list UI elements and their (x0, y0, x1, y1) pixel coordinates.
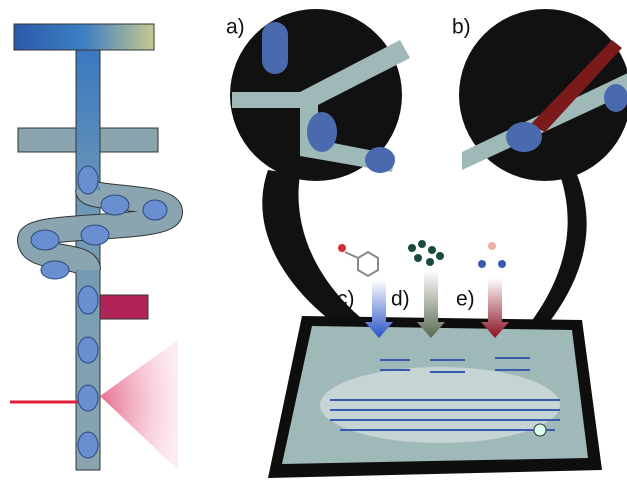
panel-label: e) (456, 288, 475, 311)
zoom-a (230, 9, 410, 360)
zoom-b (459, 9, 627, 370)
arrows (338, 240, 509, 338)
chip (268, 316, 602, 478)
panel-label: c) (337, 288, 355, 311)
channel-diagram (10, 23, 184, 471)
panel-label: d) (391, 288, 410, 311)
panel-label: b) (452, 16, 471, 39)
panel-label: a) (226, 16, 245, 39)
